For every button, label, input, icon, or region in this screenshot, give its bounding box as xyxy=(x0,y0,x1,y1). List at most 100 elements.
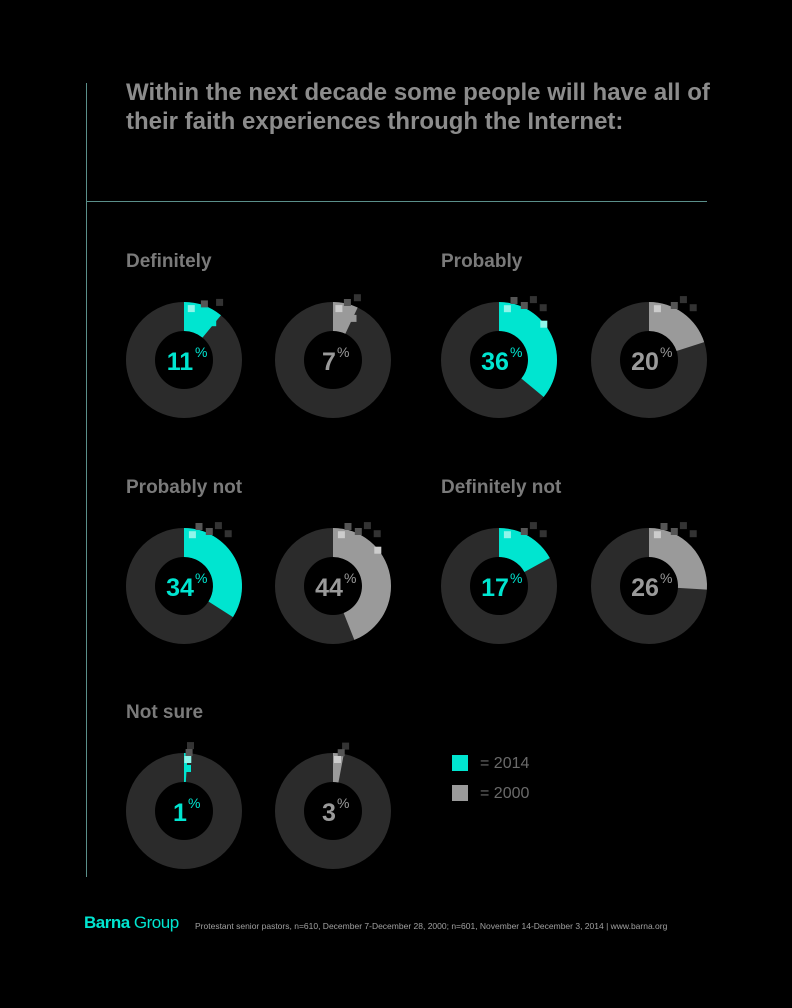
pixel-decoration xyxy=(333,314,340,321)
category-label: Probably xyxy=(441,251,523,272)
pixel-decoration xyxy=(353,294,361,302)
pixel-decoration xyxy=(363,522,371,530)
legend-label-2014: = 2014 xyxy=(480,755,530,772)
pixel-decoration xyxy=(205,528,213,535)
pixel-decoration xyxy=(529,522,537,530)
pixel-decoration xyxy=(689,530,697,538)
percent-sign: % xyxy=(660,344,672,360)
pixel-decoration xyxy=(660,523,668,530)
donut-slice-2014 xyxy=(184,528,243,618)
source-note: Protestant senior pastors, n=610, Decemb… xyxy=(195,921,668,931)
pixel-decoration xyxy=(374,546,382,554)
value-label: 1 xyxy=(173,799,187,827)
pixel-decoration xyxy=(364,549,372,557)
percent-sign: % xyxy=(660,570,672,586)
horizontal-rule xyxy=(86,201,707,202)
donut-slice-2000 xyxy=(649,528,707,590)
pixel-decoration xyxy=(224,530,232,538)
pixel-decoration xyxy=(187,305,195,313)
value-label: 11 xyxy=(167,348,194,376)
pixel-decoration xyxy=(503,305,511,313)
pixel-decoration xyxy=(503,531,511,539)
legend-label-2000: = 2000 xyxy=(480,785,530,802)
pixel-decoration xyxy=(510,297,518,304)
pixel-decoration xyxy=(520,528,528,535)
pixel-decoration xyxy=(187,742,194,750)
value-label: 44 xyxy=(315,574,343,602)
pixel-decoration xyxy=(337,531,345,539)
percent-sign: % xyxy=(337,344,349,360)
pixel-decoration xyxy=(653,305,661,313)
pixel-decoration xyxy=(499,314,506,321)
pixel-decoration xyxy=(185,749,193,756)
donut-slice-2014 xyxy=(499,528,550,573)
pixel-decoration xyxy=(195,523,203,530)
percent-sign: % xyxy=(337,795,349,811)
pixel-decoration xyxy=(349,314,357,322)
pixel-decoration xyxy=(540,320,548,328)
pixel-decoration xyxy=(184,756,192,763)
value-label: 3 xyxy=(322,799,336,827)
pixel-decoration xyxy=(333,765,340,772)
pixel-decoration xyxy=(539,304,547,312)
pixel-decoration xyxy=(184,314,191,321)
percent-sign: % xyxy=(510,570,522,586)
pixel-decoration xyxy=(520,302,528,309)
percent-sign: % xyxy=(195,344,207,360)
value-label: 17 xyxy=(481,574,509,602)
pixel-decoration xyxy=(679,296,687,304)
percent-sign: % xyxy=(510,344,522,360)
pixel-decoration xyxy=(343,299,351,306)
pixel-decoration xyxy=(539,530,547,538)
category-label: Definitely not xyxy=(441,477,562,498)
category-label: Probably not xyxy=(126,477,243,498)
pixel-decoration xyxy=(216,298,224,306)
pixel-decoration xyxy=(670,302,678,309)
percent-sign: % xyxy=(344,570,356,586)
pixel-decoration xyxy=(184,540,191,547)
pixel-decoration xyxy=(680,323,688,331)
pixel-decoration xyxy=(354,528,362,535)
pixel-decoration xyxy=(344,523,352,530)
value-label: 36 xyxy=(481,348,509,376)
percent-sign: % xyxy=(195,570,207,586)
pixel-decoration xyxy=(184,765,191,772)
pixel-decoration xyxy=(209,319,217,327)
pixel-decoration xyxy=(679,522,687,530)
value-label: 7 xyxy=(322,348,336,376)
pixel-decoration xyxy=(342,742,350,750)
legend-swatch-2014 xyxy=(452,755,468,771)
pixel-decoration xyxy=(214,522,222,530)
category-label: Definitely xyxy=(126,251,212,272)
legend-swatch-2000 xyxy=(452,785,468,801)
pixel-decoration xyxy=(530,323,538,331)
vertical-rule xyxy=(86,83,87,877)
pixel-decoration xyxy=(200,300,208,308)
pixel-decoration xyxy=(333,540,340,547)
percent-sign: % xyxy=(188,795,200,811)
pixel-decoration xyxy=(529,296,537,304)
pixel-decoration xyxy=(680,549,688,557)
value-label: 20 xyxy=(631,348,659,376)
pixel-decoration xyxy=(670,528,678,535)
pixel-decoration xyxy=(188,531,196,539)
value-label: 26 xyxy=(631,574,659,602)
pixel-decoration xyxy=(653,531,661,539)
pixel-decoration xyxy=(215,549,223,557)
category-label: Not sure xyxy=(126,702,204,723)
pixel-decoration xyxy=(689,304,697,312)
donut-slice-2000 xyxy=(333,528,392,640)
pixel-decoration xyxy=(334,756,341,763)
chart-title: Within the next decade some people will … xyxy=(126,79,710,135)
pixel-decoration xyxy=(649,314,656,321)
pixel-decoration xyxy=(335,305,343,313)
pixel-decoration xyxy=(337,749,345,757)
pixel-decoration xyxy=(499,540,506,547)
value-label: 34 xyxy=(166,574,194,602)
barna-logo: Barna Group xyxy=(84,913,179,932)
pixel-decoration xyxy=(649,540,656,547)
pixel-decoration xyxy=(530,549,538,557)
pixel-decoration xyxy=(373,530,381,538)
donut-slice-2000 xyxy=(649,302,705,352)
